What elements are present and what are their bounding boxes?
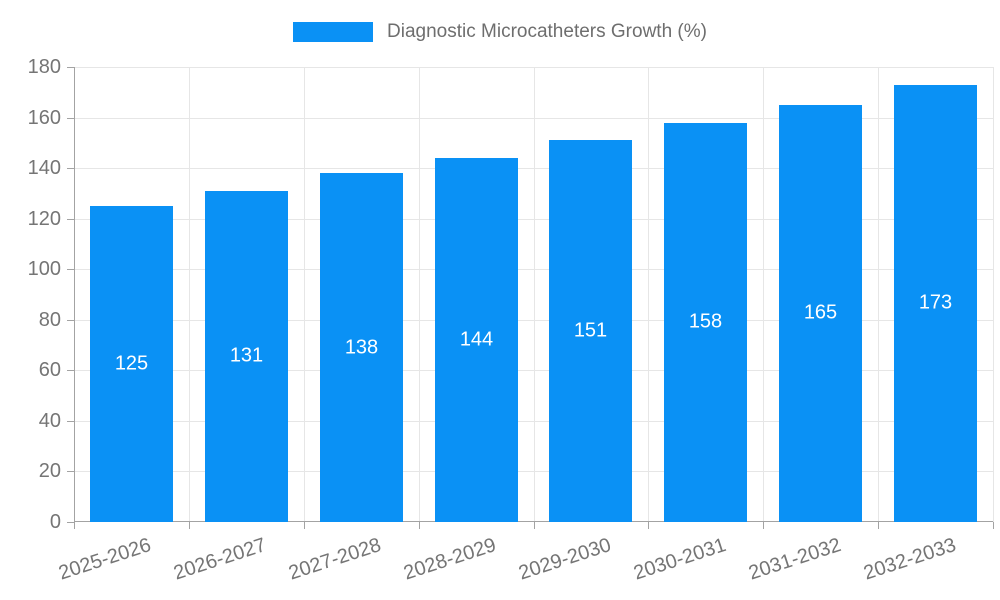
y-tick-mark: [67, 218, 74, 220]
bar-value-label: 125: [114, 352, 149, 375]
bar-2026-2027[interactable]: 131: [205, 190, 288, 522]
x-tick-mark: [878, 522, 880, 529]
x-tick-label: 2027-2028: [286, 534, 384, 585]
x-tick-mark: [533, 522, 535, 529]
legend-swatch: [293, 22, 374, 42]
plot-area: 125 131 138 144 151 158 165 173 0 20 40 60 80 100 120…: [28, 57, 994, 584]
y-tick-mark: [67, 269, 74, 271]
y-tick-mark: [67, 370, 74, 372]
y-tick-mark: [67, 67, 74, 68]
bar-2030-2031[interactable]: 158: [664, 122, 747, 522]
y-tick-mark: [67, 319, 74, 321]
y-tick-mark: [67, 420, 74, 422]
x-tick-mark: [763, 522, 765, 529]
v-gridline: [188, 67, 190, 522]
bar-2032-2033[interactable]: 173: [894, 84, 977, 522]
x-tick-label: 2032-2033: [860, 534, 959, 585]
x-tick-mark: [303, 522, 305, 529]
bar-2025-2026[interactable]: 125: [90, 206, 173, 522]
bar-2029-2030[interactable]: 151: [549, 140, 632, 522]
x-tick-mark: [74, 522, 75, 529]
v-gridline: [993, 67, 994, 522]
bar-value-label: 165: [803, 301, 838, 324]
x-tick-label: 2030-2031: [630, 534, 729, 585]
v-gridline: [763, 67, 765, 522]
chart-legend[interactable]: Diagnostic Microcatheters Growth (%): [0, 18, 1000, 46]
y-tick-label: 40: [38, 409, 61, 432]
y-tick-label: 20: [38, 460, 61, 483]
y-tick-mark: [67, 117, 74, 119]
bar-2027-2028[interactable]: 138: [320, 173, 403, 522]
y-tick-label: 0: [49, 511, 61, 533]
v-gridline: [303, 67, 305, 522]
bar-value-label: 151: [573, 319, 608, 342]
y-tick-mark: [67, 471, 74, 473]
y-tick-label: 80: [38, 308, 61, 331]
y-tick-label: 120: [27, 207, 61, 230]
legend-label: Diagnostic Microcatheters Growth (%): [387, 21, 707, 42]
x-tick-label: 2025-2026: [56, 534, 155, 585]
bar-value-label: 131: [229, 344, 264, 367]
y-tick-label: 180: [27, 56, 61, 78]
y-tick-label: 160: [27, 106, 61, 129]
bar-value-label: 158: [688, 310, 723, 333]
y-tick-label: 60: [38, 359, 61, 382]
bar-2031-2032[interactable]: 165: [779, 104, 862, 522]
x-tick-mark: [648, 522, 650, 529]
y-tick-label: 100: [27, 258, 61, 281]
bar-2028-2029[interactable]: 144: [435, 158, 518, 522]
v-gridline: [648, 67, 650, 522]
x-tick-mark: [993, 522, 994, 529]
v-gridline: [533, 67, 535, 522]
x-tick-mark: [418, 522, 420, 529]
y-tick-mark: [67, 168, 74, 170]
x-tick-label: 2031-2032: [745, 534, 844, 585]
bar-value-label: 138: [344, 336, 379, 359]
x-tick-mark: [188, 522, 190, 529]
bar-value-label: 173: [918, 291, 953, 314]
y-tick-label: 140: [27, 157, 61, 180]
y-axis-line: [74, 67, 75, 522]
v-gridline: [418, 67, 420, 522]
v-gridline: [878, 67, 880, 522]
x-tick-label: 2029-2030: [515, 534, 614, 585]
x-tick-label: 2026-2027: [171, 534, 270, 585]
x-tick-label: 2028-2029: [401, 534, 499, 585]
x-axis-line: [74, 521, 993, 522]
bar-value-label: 144: [459, 328, 494, 351]
y-tick-mark: [67, 522, 74, 523]
